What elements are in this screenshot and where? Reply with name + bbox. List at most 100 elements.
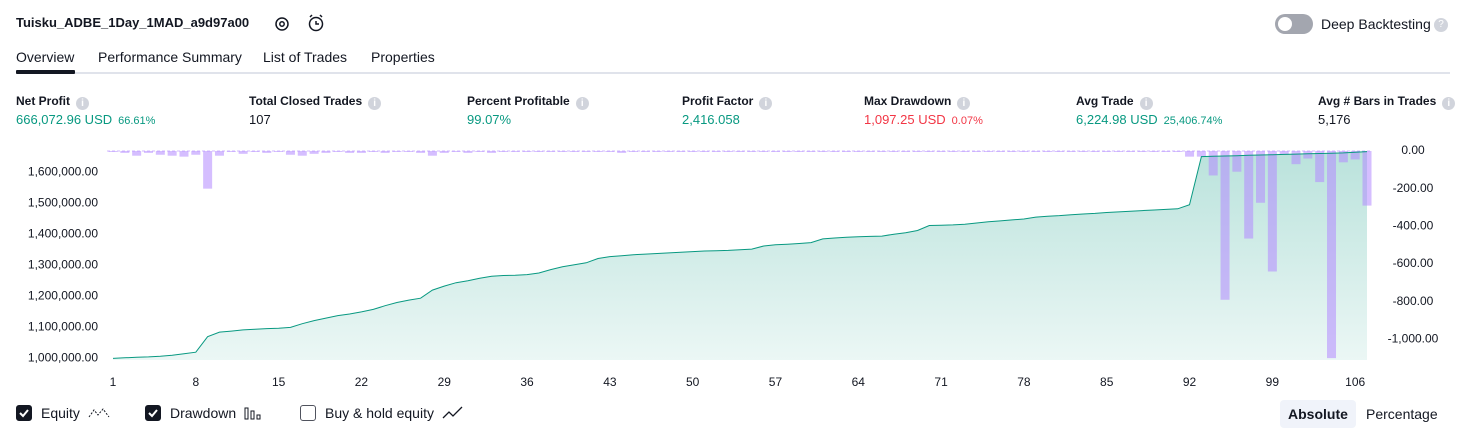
drawdown-bar xyxy=(794,151,804,152)
drawdown-bar xyxy=(487,151,497,153)
drawdown-bar xyxy=(143,151,153,153)
drawdown-bar xyxy=(865,151,875,152)
legend-item[interactable]: Drawdown xyxy=(145,405,267,421)
metric-label: Net Profit i xyxy=(16,94,89,110)
info-icon[interactable]: i xyxy=(368,97,382,110)
drawdown-bar xyxy=(877,151,887,152)
info-icon[interactable]: i xyxy=(759,97,773,110)
metric-sub: 66.61% xyxy=(118,115,156,127)
metric-value-text: 99.07% xyxy=(467,112,512,127)
drawdown-bar xyxy=(238,151,248,154)
metric-label: Avg # Bars in Trades i xyxy=(1318,94,1456,110)
drawdown-bar xyxy=(664,151,674,152)
x-tick-label: 1 xyxy=(110,375,117,389)
drawdown-bar xyxy=(510,151,520,152)
checkbox[interactable] xyxy=(300,405,316,421)
drawdown-bar xyxy=(995,151,1005,152)
metric-value-text: 666,072.96 USD xyxy=(16,112,113,127)
drawdown-bar xyxy=(392,151,402,152)
check xyxy=(148,409,158,418)
drawdown-bar xyxy=(1114,151,1124,152)
drawdown-bar xyxy=(333,151,343,152)
checkbox[interactable] xyxy=(16,405,32,421)
drawdown-bar xyxy=(534,151,544,152)
y2-tick-label: -800.00 xyxy=(1393,294,1434,308)
drawdown-bar xyxy=(155,151,165,155)
drawdown-bar xyxy=(1220,151,1230,300)
x-tick-label: 15 xyxy=(272,375,286,389)
info-icon[interactable]: i xyxy=(1139,97,1153,110)
drawdown-bar xyxy=(1291,151,1301,165)
drawdown-bar xyxy=(1031,151,1041,152)
drawdown-bar xyxy=(759,151,769,152)
drawdown-bar xyxy=(1196,151,1206,157)
y-tick-label: 1,100,000.00 xyxy=(28,320,98,334)
help-icon[interactable]: ? xyxy=(1434,18,1448,32)
deep-backtesting-switch[interactable] xyxy=(1275,14,1313,34)
drawdown-bar xyxy=(629,151,639,152)
x-tick-label: 22 xyxy=(355,375,369,389)
strategy-title: Tuisku_ADBE_1Day_1MAD_a9d97a00 xyxy=(16,15,250,30)
alert-icon[interactable] xyxy=(306,13,328,35)
tab[interactable]: Overview xyxy=(16,49,75,65)
drawdown-bar xyxy=(546,151,556,152)
equity-line xyxy=(112,151,1368,359)
info-icon[interactable]: i xyxy=(957,97,971,110)
drawdown-bar xyxy=(179,151,189,157)
drawdown-bar xyxy=(569,151,579,152)
drawdown-bar xyxy=(132,151,142,156)
info-icon[interactable]: i xyxy=(575,97,589,110)
view-toggle[interactable]: Percentage xyxy=(1366,406,1438,422)
drawdown-bar xyxy=(1185,151,1195,157)
drawdown-bar xyxy=(1256,151,1266,203)
x-tick-label: 78 xyxy=(1017,375,1031,389)
tab[interactable]: List of Trades xyxy=(263,49,348,65)
drawdown-bar xyxy=(983,151,993,152)
drawdown-bar xyxy=(203,151,213,189)
drawdown-bar xyxy=(368,151,378,152)
legend-item[interactable]: Buy & hold equity xyxy=(300,405,465,421)
drawdown-bar xyxy=(498,151,508,152)
drawdown-bar xyxy=(380,151,390,153)
view-toggle[interactable]: Absolute xyxy=(1280,400,1356,428)
metric-label: Avg Trade i xyxy=(1076,94,1153,110)
drawdown-bar xyxy=(285,151,295,155)
drawdown-bar xyxy=(416,151,426,153)
settings-icon[interactable] xyxy=(272,14,292,34)
drawdown-bar xyxy=(1244,151,1254,239)
tab[interactable]: Properties xyxy=(371,49,435,65)
drawdown-bar xyxy=(711,151,721,152)
drawdown-bar xyxy=(1279,151,1289,155)
metric-label: Total Closed Trades i xyxy=(249,94,382,110)
drawdown-bar xyxy=(356,151,366,153)
drawdown-bar xyxy=(640,151,650,152)
drawdown-bar xyxy=(214,151,224,156)
legend-label: Drawdown xyxy=(170,405,237,421)
drawdown-bar xyxy=(912,151,922,152)
drawdown-bar xyxy=(747,151,757,152)
metric-value: 1,097.25 USD 0.07% xyxy=(864,112,983,127)
drawdown-bar xyxy=(558,151,568,152)
legend-item[interactable]: Equity xyxy=(16,405,111,421)
drawdown-bar xyxy=(1078,151,1088,152)
drawdown-bar xyxy=(901,151,911,152)
x-tick-label: 43 xyxy=(603,375,617,389)
drawdown-bar xyxy=(676,151,686,152)
info-icon[interactable]: i xyxy=(76,97,89,110)
legend-icon xyxy=(88,408,110,418)
tab[interactable]: Performance Summary xyxy=(98,49,242,65)
metric-label-text: Profit Factor xyxy=(682,94,754,108)
drawdown-bar xyxy=(191,151,201,155)
checkbox[interactable] xyxy=(145,405,161,421)
legend-icon xyxy=(244,407,261,420)
equity-area xyxy=(113,151,1367,360)
drawdown-bar xyxy=(1338,151,1348,163)
metric-sub: 0.07% xyxy=(951,115,983,127)
metric-sub: 25,406.74% xyxy=(1163,115,1223,127)
drawdown-bar xyxy=(1362,151,1372,206)
info-icon[interactable]: i xyxy=(1442,97,1456,110)
drawdown-bar xyxy=(1054,151,1064,152)
y-tick-label: 1,500,000.00 xyxy=(28,195,98,209)
